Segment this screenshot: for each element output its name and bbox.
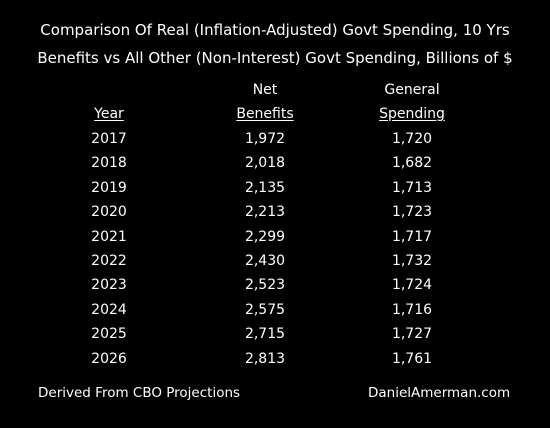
general-spending-cell: 1,716 [391,301,433,318]
net-benefits-cell: 2,813 [244,350,286,367]
net-benefits-cell: 2,575 [244,301,286,318]
net-benefits-cell: 2,018 [244,155,286,172]
net-benefits-cell: 2,299 [244,228,286,245]
year-cell: 2018 [91,155,127,172]
net-benefits-cell: 2,135 [244,179,286,196]
header-spending: Spending [379,106,445,122]
net-benefits-cell: 2,213 [244,204,286,221]
net-benefits-cell: 2,430 [244,253,286,269]
general-spending-cell: 1,724 [391,277,433,294]
year-cell: 2020 [91,204,127,221]
header-benefits: Benefits [236,106,294,122]
chart-subtitle: Benefits vs All Other (Non-Interest) Gov… [37,49,513,67]
header-general-line1: General [384,82,440,98]
year-cell: 2024 [91,301,127,318]
year-cell: 2017 [91,131,127,147]
general-spending-cell: 1,761 [391,350,433,367]
year-cell: 2019 [91,179,127,196]
year-cell: 2023 [91,277,127,294]
footer-source: Derived From CBO Projections [38,385,241,401]
net-benefits-cell: 2,715 [244,326,286,343]
general-spending-cell: 1,723 [391,204,433,221]
footer-website: DanielAmerman.com [368,385,511,401]
header-year: Year [94,106,124,122]
year-cell: 2021 [91,228,127,245]
year-cell: 2026 [91,350,127,367]
general-spending-cell: 1,727 [391,326,433,343]
general-spending-cell: 1,682 [391,155,433,172]
net-benefits-cell: 2,523 [244,277,286,294]
general-spending-cell: 1,713 [391,179,433,196]
year-cell: 2022 [91,253,127,269]
chart-title: Comparison Of Real (Inflation-Adjusted) … [40,21,510,39]
general-spending-cell: 1,732 [391,253,433,269]
general-spending-cell: 1,717 [391,228,433,245]
header-net-line1: Net [252,82,278,98]
year-cell: 2025 [91,326,127,343]
general-spending-cell: 1,720 [391,131,433,147]
net-benefits-cell: 1,972 [244,131,286,147]
